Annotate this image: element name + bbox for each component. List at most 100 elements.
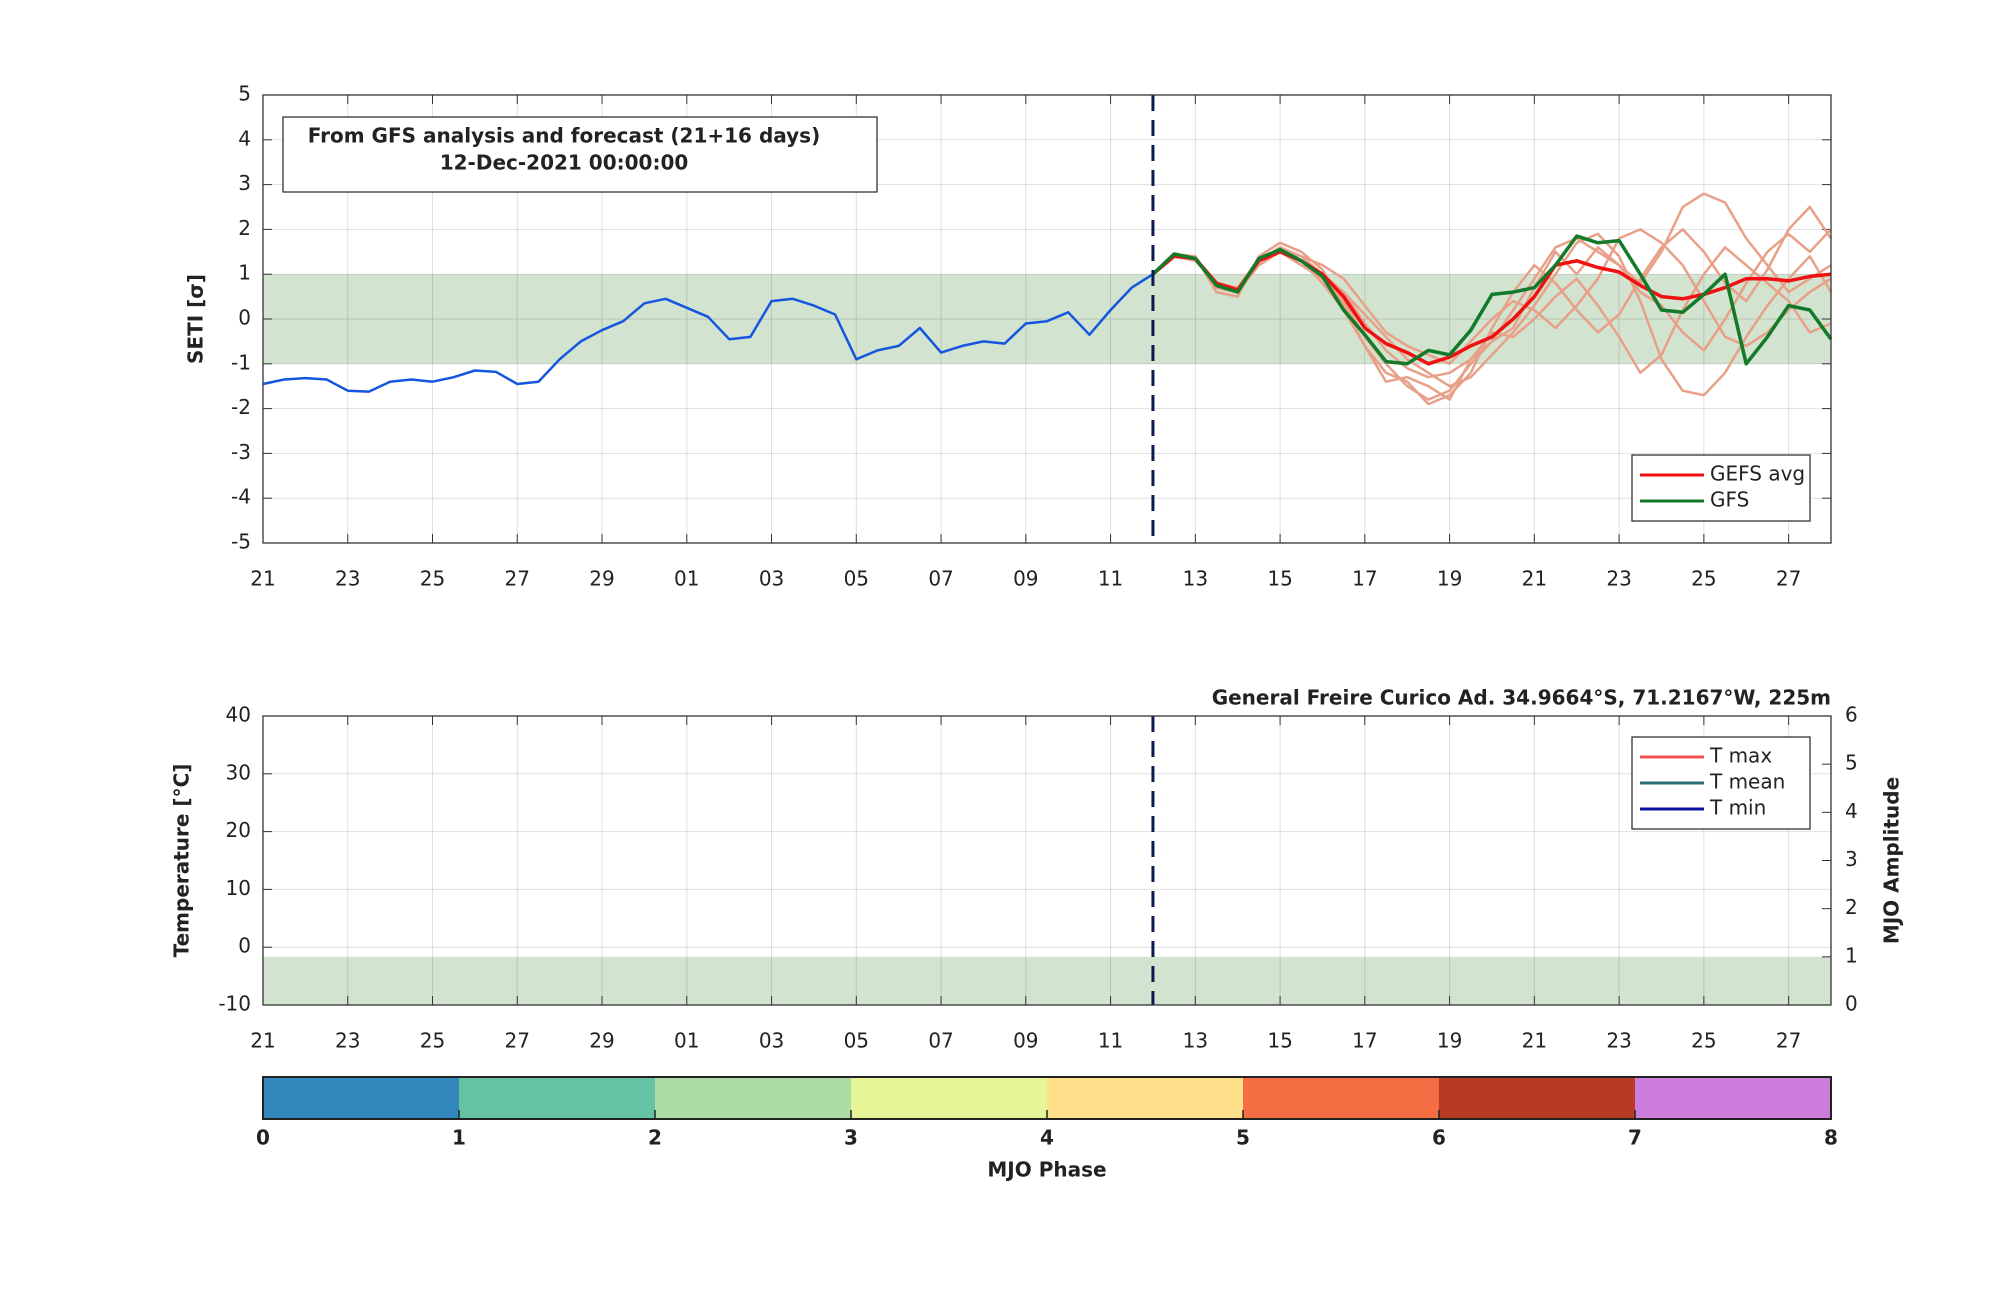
- x-tick-label: 29: [589, 1029, 614, 1053]
- x-tick-label: 09: [1013, 567, 1038, 591]
- legend-label: GEFS avg: [1710, 462, 1805, 486]
- x-tick-label: 07: [928, 1029, 953, 1053]
- colorbar-tick-label: 8: [1824, 1126, 1838, 1150]
- colorbar-segment: [655, 1077, 851, 1119]
- colorbar-tick-label: 3: [844, 1126, 858, 1150]
- y-axis-label: SETI [σ]: [184, 274, 208, 364]
- colorbar-segment: [851, 1077, 1047, 1119]
- x-tick-label: 05: [844, 1029, 869, 1053]
- legend-box: [1631, 454, 1811, 522]
- y-tick-label: 0: [238, 934, 251, 958]
- colorbar-tick-label: 2: [648, 1126, 662, 1150]
- y-tick-label: 3: [238, 171, 251, 195]
- colorbar-tick-label: 6: [1432, 1126, 1446, 1150]
- x-tick-label: 25: [420, 567, 445, 591]
- y-tick-label: 30: [226, 760, 251, 784]
- x-tick-label: 21: [250, 567, 275, 591]
- y-tick-label: 0: [238, 306, 251, 330]
- y2-tick-label: 3: [1845, 847, 1858, 871]
- x-tick-label: 13: [1183, 1029, 1208, 1053]
- y-tick-label: 1: [238, 261, 251, 285]
- colorbar-segment: [1047, 1077, 1243, 1119]
- y2-axis-label: MJO Amplitude: [1880, 777, 1904, 944]
- y-tick-label: 5: [238, 82, 251, 106]
- x-tick-label: 29: [589, 567, 614, 591]
- x-tick-label: 05: [844, 567, 869, 591]
- colorbar-segment: [263, 1077, 459, 1119]
- y-tick-label: 4: [238, 126, 251, 150]
- x-tick-label: 23: [1606, 1029, 1631, 1053]
- legend-label: T min: [1709, 796, 1766, 820]
- series-line: [1151, 234, 1833, 366]
- x-tick-label: 03: [759, 567, 784, 591]
- colorbar-tick-label: 7: [1628, 1126, 1642, 1150]
- x-tick-label: 25: [1691, 567, 1716, 591]
- x-tick-label: 11: [1098, 1029, 1123, 1053]
- x-tick-label: 27: [505, 567, 530, 591]
- x-tick-label: 27: [505, 1029, 530, 1053]
- y-tick-label: 20: [226, 818, 251, 842]
- y2-tick-label: 1: [1845, 943, 1858, 967]
- annotation-text: 12-Dec-2021 00:00:00: [440, 151, 689, 175]
- y2-tick-label: 2: [1845, 895, 1858, 919]
- x-tick-label: 03: [759, 1029, 784, 1053]
- y-tick-label: -10: [218, 992, 251, 1016]
- colorbar-segment: [1439, 1077, 1635, 1119]
- series-line: [1151, 250, 1832, 366]
- y2-tick-label: 0: [1845, 992, 1858, 1016]
- x-tick-label: 01: [674, 1029, 699, 1053]
- colorbar-label: MJO Phase: [987, 1158, 1106, 1182]
- x-tick-label: 23: [1606, 567, 1631, 591]
- x-tick-label: 07: [928, 567, 953, 591]
- y2-tick-label: 5: [1845, 751, 1858, 775]
- colorbar-tick-label: 5: [1236, 1126, 1250, 1150]
- band: [263, 274, 1831, 364]
- series-line: [1152, 205, 1833, 406]
- y-tick-label: -1: [231, 350, 251, 374]
- y2-tick-label: 6: [1845, 703, 1858, 727]
- y-tick-label: 40: [226, 703, 251, 727]
- x-tick-label: 27: [1776, 567, 1801, 591]
- chart-title: General Freire Curico Ad. 34.9664°S, 71.…: [1212, 686, 1831, 710]
- y-tick-label: -5: [231, 530, 251, 554]
- x-tick-label: 21: [1522, 1029, 1547, 1053]
- axes-frame: [262, 94, 1832, 544]
- y-axis-label: Temperature [°C]: [170, 764, 194, 958]
- x-tick-label: 25: [420, 1029, 445, 1053]
- x-tick-label: 21: [1522, 567, 1547, 591]
- x-tick-label: 11: [1098, 567, 1123, 591]
- x-tick-label: 19: [1437, 567, 1462, 591]
- colorbar-tick-label: 1: [452, 1126, 466, 1150]
- x-tick-label: 01: [674, 567, 699, 591]
- y2-tick-label: 4: [1845, 799, 1858, 823]
- y-tick-label: -4: [231, 485, 251, 509]
- legend-label: T mean: [1709, 770, 1785, 794]
- colorbar-tick-label: 4: [1040, 1126, 1054, 1150]
- annotation-text: From GFS analysis and forecast (21+16 da…: [308, 124, 820, 148]
- x-tick-label: 15: [1267, 567, 1292, 591]
- x-tick-label: 27: [1776, 1029, 1801, 1053]
- colorbar-segment: [1635, 1077, 1831, 1119]
- colorbar-segment: [1243, 1077, 1439, 1119]
- legend-label: T max: [1709, 744, 1772, 768]
- x-tick-label: 21: [250, 1029, 275, 1053]
- series-line: [1152, 228, 1832, 366]
- annotation-box: [282, 116, 878, 193]
- y-tick-label: 2: [238, 216, 251, 240]
- axes-frame: [262, 715, 1832, 1006]
- x-tick-label: 25: [1691, 1029, 1716, 1053]
- x-tick-label: 15: [1267, 1029, 1292, 1053]
- colorbar-segment: [459, 1077, 655, 1119]
- y-tick-label: 10: [226, 876, 251, 900]
- legend-label: GFS: [1710, 488, 1749, 512]
- series-line: [262, 273, 1154, 393]
- y-tick-label: -3: [231, 440, 251, 464]
- x-tick-label: 23: [335, 1029, 360, 1053]
- x-tick-label: 13: [1183, 567, 1208, 591]
- x-tick-label: 19: [1437, 1029, 1462, 1053]
- band: [263, 956, 1831, 1005]
- colorbar-tick-label: 0: [256, 1126, 270, 1150]
- x-tick-label: 23: [335, 567, 360, 591]
- x-tick-label: 09: [1013, 1029, 1038, 1053]
